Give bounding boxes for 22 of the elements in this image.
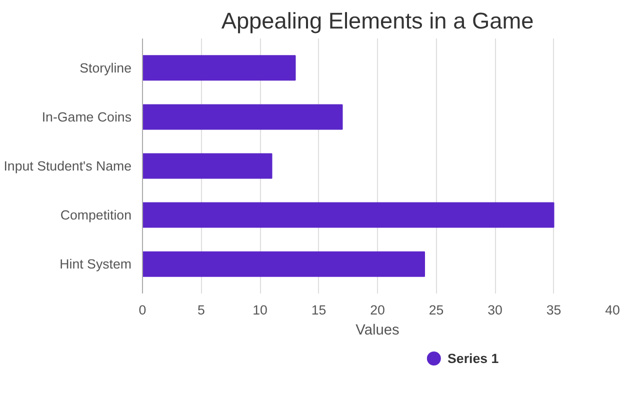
x-tick-label: 0 [138,302,146,318]
x-tick-label: 40 [605,302,620,318]
y-tick-label: Competition [60,208,132,223]
x-tick-label: 30 [488,302,502,318]
y-tick-label: Input Student's Name [4,158,132,174]
y-tick-label: Hint System [60,256,132,272]
bar [142,202,554,228]
y-tick-label: In-Game Coins [42,109,132,124]
x-tick-label: 20 [370,302,385,318]
bar [142,55,296,81]
x-tick-label: 35 [546,302,562,318]
chart-title: Appealing Elements in a Game [221,8,534,34]
legend-label: Series 1 [448,351,500,366]
x-axis-title: Values [356,322,400,338]
bar [142,153,272,179]
x-tick-label: 10 [252,302,268,318]
y-tick-label: Storyline [80,60,132,76]
x-tick-label: 15 [311,302,326,318]
bar [142,104,343,130]
x-tick-label: 25 [428,302,444,318]
bar [142,251,425,277]
x-tick-label: 5 [198,302,205,318]
